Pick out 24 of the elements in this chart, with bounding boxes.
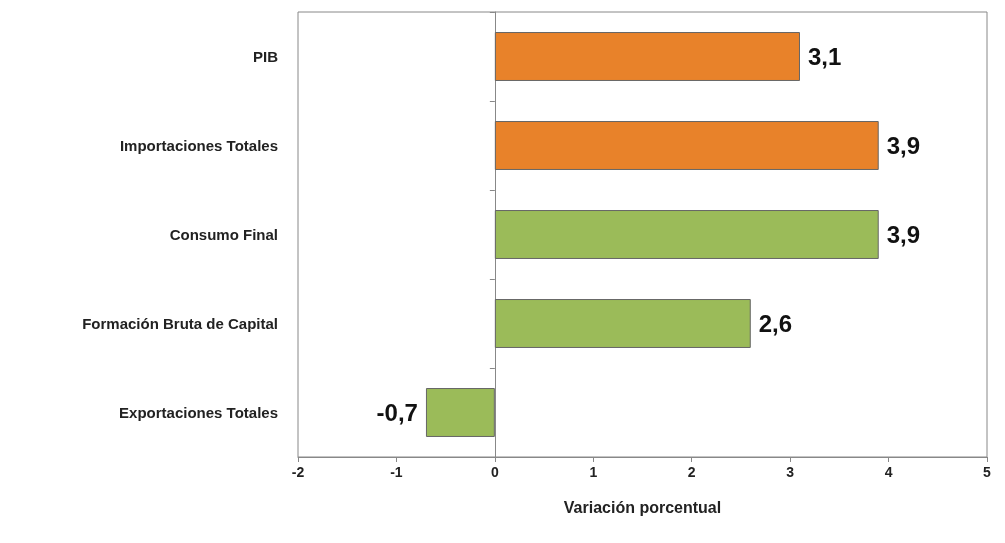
data-label: 3,9 <box>886 132 921 159</box>
x-tick-label: 5 <box>983 464 992 480</box>
y-tick-label: Consumo Final <box>169 226 278 243</box>
data-label: 3,9 <box>886 221 921 248</box>
data-label: 2,6 <box>758 310 793 337</box>
bar <box>494 32 800 81</box>
x-tick-label: 4 <box>884 464 893 480</box>
data-label: 3,1 <box>807 43 842 70</box>
x-tick-label: -2 <box>291 464 305 480</box>
y-tick-label: Formación Bruta de Capital <box>82 315 278 332</box>
x-axis-title: Variación porcentual <box>563 498 722 516</box>
x-tick-label: 0 <box>490 464 499 480</box>
y-tick-label: Exportaciones Totales <box>119 404 278 421</box>
x-tick-label: 2 <box>687 464 696 480</box>
bar <box>494 299 751 348</box>
y-tick-label: PIB <box>252 48 279 65</box>
y-tick-label: Importaciones Totales <box>119 137 278 154</box>
x-tick-label: -1 <box>390 464 403 480</box>
x-tick-label: 3 <box>786 464 795 480</box>
bar <box>425 388 495 437</box>
x-tick-label: 1 <box>589 464 598 480</box>
data-label: -0,7 <box>376 399 418 426</box>
bar <box>494 121 879 170</box>
bar <box>494 210 879 259</box>
